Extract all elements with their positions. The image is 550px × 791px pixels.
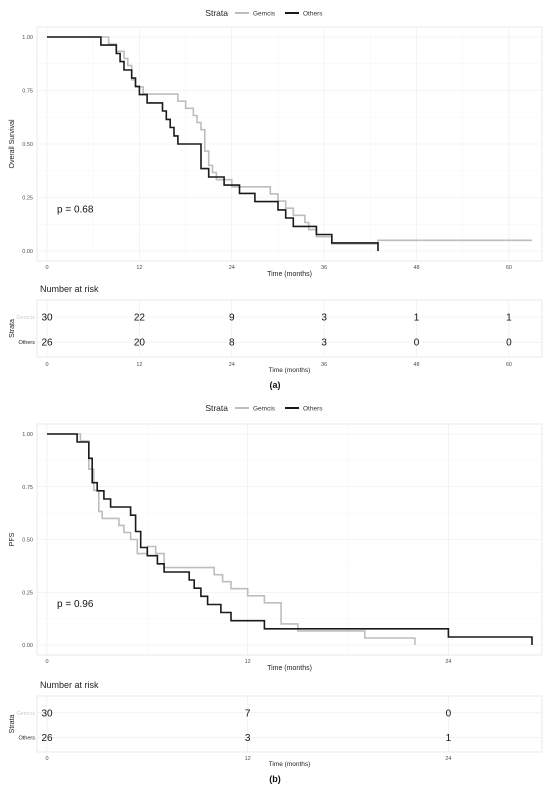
x-tick-label: 0 xyxy=(45,265,48,271)
x-tick-label: 12 xyxy=(136,265,142,271)
risk-count: 1 xyxy=(446,733,452,744)
risk-count: 9 xyxy=(229,313,235,324)
legend-title: Strata xyxy=(205,8,228,18)
risk-x-tick-label: 36 xyxy=(321,362,327,368)
risk-row-label-gemcis: Gemcis xyxy=(16,315,35,321)
risk-count: 3 xyxy=(245,733,251,744)
risk-x-tick-label: 12 xyxy=(245,756,251,762)
risk-strata-label: Strata xyxy=(9,319,16,338)
y-tick-label: 0.75 xyxy=(22,485,33,491)
y-tick-label: 0.00 xyxy=(22,643,33,649)
p-value-annotation: p = 0.68 xyxy=(57,204,94,215)
risk-count: 0 xyxy=(446,708,452,719)
x-axis-title: Time (months) xyxy=(267,271,312,278)
x-tick-label: 12 xyxy=(245,659,251,665)
x-tick-label: 24 xyxy=(445,659,451,665)
y-tick-label: 0.00 xyxy=(22,249,33,255)
risk-count: 22 xyxy=(134,313,146,324)
y-tick-label: 0.50 xyxy=(22,538,33,544)
legend: Strata Gemcis Others xyxy=(205,8,323,18)
risk-x-tick-label: 24 xyxy=(445,756,451,762)
x-tick-label: 48 xyxy=(413,265,419,271)
risk-x-tick-label: 12 xyxy=(136,362,142,368)
x-axis-title: Time (months) xyxy=(267,665,312,672)
y-axis-title: Overall Survival xyxy=(9,119,16,168)
legend-label-gemcis: Gemcis xyxy=(253,406,276,413)
risk-count: 0 xyxy=(506,338,512,349)
risk-row-label-gemcis: Gemcis xyxy=(16,711,35,717)
risk-count: 1 xyxy=(506,313,512,324)
y-tick-label: 0.75 xyxy=(22,89,33,95)
risk-count: 20 xyxy=(134,338,146,349)
risk-count: 8 xyxy=(229,338,235,349)
panel-caption: (a) xyxy=(270,380,281,390)
risk-count: 7 xyxy=(245,708,251,719)
y-tick-label: 1.00 xyxy=(22,432,33,438)
risk-count: 1 xyxy=(414,313,420,324)
x-tick-label: 24 xyxy=(229,265,235,271)
km-curve-gemcis xyxy=(47,433,416,645)
risk-row-label-others: Others xyxy=(18,735,35,741)
legend-label-others: Others xyxy=(303,11,323,18)
y-axis-title: PFS xyxy=(9,532,16,546)
plot-area: 0.00 0.25 0.50 0.75 1.00 0 12 24 Time (months) PF… xyxy=(9,423,543,672)
y-tick-label: 0.25 xyxy=(22,196,33,202)
y-tick-label: 1.00 xyxy=(22,35,33,41)
risk-row-label-others: Others xyxy=(18,340,35,346)
km-curve-gemcis xyxy=(47,36,532,245)
legend-label-gemcis: Gemcis xyxy=(253,11,276,18)
y-tick-label: 0.25 xyxy=(22,590,33,596)
risk-count: 30 xyxy=(41,313,53,324)
risk-x-tick-label: 24 xyxy=(229,362,235,368)
risk-x-axis-title: Time (months) xyxy=(269,367,311,374)
km-curve-others xyxy=(47,36,379,251)
risk-count: 3 xyxy=(321,313,327,324)
x-tick-label: 36 xyxy=(321,265,327,271)
risk-table-title: Number at risk xyxy=(40,680,99,690)
legend-label-others: Others xyxy=(303,406,323,413)
legend-title: Strata xyxy=(205,403,228,413)
y-tick-label: 0.50 xyxy=(22,142,33,148)
risk-x-tick-label: 0 xyxy=(45,756,48,762)
risk-table-title: Number at risk xyxy=(40,284,99,294)
risk-x-tick-label: 48 xyxy=(413,362,419,368)
risk-x-axis-title: Time (months) xyxy=(269,761,311,768)
risk-table-frame xyxy=(36,299,543,358)
risk-count: 26 xyxy=(41,733,53,744)
risk-x-tick-label: 60 xyxy=(506,362,512,368)
risk-x-tick-label: 0 xyxy=(45,362,48,368)
p-value-annotation: p = 0.96 xyxy=(57,599,94,610)
risk-count: 30 xyxy=(41,708,53,719)
plot-area: 0.00 0.25 0.50 0.75 1.00 0 12 24 36 48 60 Time (mon… xyxy=(9,26,543,278)
panel-caption: (b) xyxy=(269,774,281,784)
risk-count: 26 xyxy=(41,338,53,349)
risk-count: 3 xyxy=(321,338,327,349)
risk-table-frame xyxy=(36,695,543,753)
km-curve-others xyxy=(47,433,533,645)
risk-count: 0 xyxy=(414,338,420,349)
risk-strata-label: Strata xyxy=(9,715,16,734)
x-tick-label: 60 xyxy=(506,265,512,271)
x-tick-label: 0 xyxy=(45,659,48,665)
legend: Strata Gemcis Others xyxy=(205,403,323,413)
